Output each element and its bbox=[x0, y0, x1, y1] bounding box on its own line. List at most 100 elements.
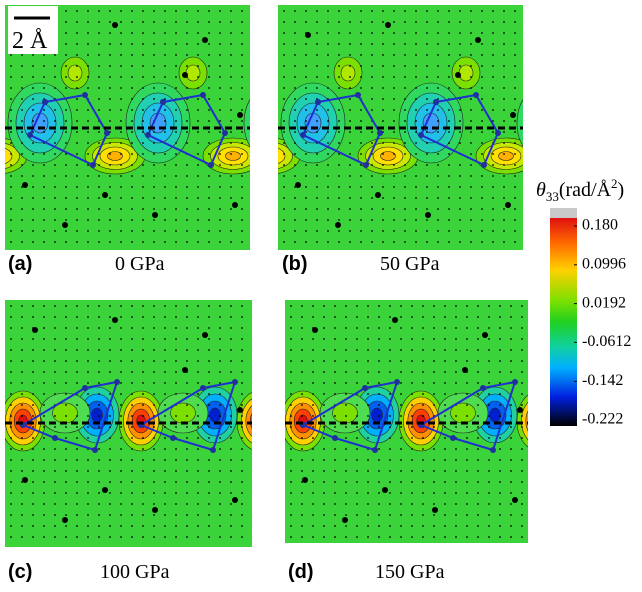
grid-dot bbox=[208, 371, 210, 373]
grid-dot bbox=[10, 164, 12, 166]
grid-dot bbox=[98, 208, 100, 210]
grid-dot bbox=[349, 219, 351, 221]
grid-dot bbox=[175, 360, 177, 362]
panels: (a) 0 GPa (b) 50 GPa(c) 100 GPa (d) 150 GPa bbox=[5, 5, 639, 583]
grid-dot bbox=[444, 349, 446, 351]
grid-dot bbox=[444, 338, 446, 340]
grid-dot bbox=[164, 43, 166, 45]
grid-dot bbox=[219, 404, 221, 406]
grid-dot bbox=[323, 382, 325, 384]
grid-dot bbox=[65, 175, 67, 177]
grid-dot bbox=[219, 76, 221, 78]
grid-dot bbox=[345, 327, 347, 329]
grid-dot bbox=[32, 120, 34, 122]
grid-dot bbox=[120, 164, 122, 166]
grid-dot bbox=[98, 404, 100, 406]
grid-dot bbox=[323, 415, 325, 417]
grid-dot bbox=[488, 470, 490, 472]
grid-dot bbox=[360, 164, 362, 166]
grid-dot bbox=[367, 492, 369, 494]
grid-dot bbox=[356, 327, 358, 329]
grid-dot bbox=[43, 109, 45, 111]
grid-dot bbox=[21, 153, 23, 155]
grid-dot bbox=[305, 186, 307, 188]
grid-dot bbox=[521, 437, 523, 439]
grid-dot bbox=[219, 514, 221, 516]
grid-dot bbox=[87, 492, 89, 494]
grid-dot bbox=[349, 54, 351, 56]
atom bbox=[455, 72, 461, 78]
grid-dot bbox=[345, 448, 347, 450]
grid-dot bbox=[514, 54, 516, 56]
grid-dot bbox=[76, 525, 78, 527]
grid-dot bbox=[54, 120, 56, 122]
grid-dot bbox=[208, 54, 210, 56]
grid-dot bbox=[109, 175, 111, 177]
contour bbox=[609, 147, 639, 165]
grid-dot bbox=[312, 382, 314, 384]
grid-dot bbox=[459, 219, 461, 221]
grid-dot bbox=[455, 514, 457, 516]
grid-dot bbox=[316, 153, 318, 155]
vertex bbox=[200, 385, 206, 391]
grid-dot bbox=[444, 459, 446, 461]
grid-dot bbox=[382, 241, 384, 243]
grid-dot bbox=[521, 459, 523, 461]
grid-dot bbox=[360, 32, 362, 34]
grid-dot bbox=[241, 43, 243, 45]
grid-dot bbox=[323, 503, 325, 505]
grid-dot bbox=[142, 382, 144, 384]
grid-dot bbox=[499, 503, 501, 505]
contour bbox=[91, 407, 103, 423]
grid-dot bbox=[448, 197, 450, 199]
grid-dot bbox=[510, 404, 512, 406]
grid-dot bbox=[283, 21, 285, 23]
grid-dot bbox=[389, 459, 391, 461]
grid-dot bbox=[356, 360, 358, 362]
grid-dot bbox=[120, 32, 122, 34]
grid-dot bbox=[208, 175, 210, 177]
grid-dot bbox=[514, 87, 516, 89]
grid-dot bbox=[294, 230, 296, 232]
grid-dot bbox=[294, 153, 296, 155]
grid-dot bbox=[477, 415, 479, 417]
panel-pressure: 50 GPa bbox=[380, 253, 440, 275]
grid-dot bbox=[411, 327, 413, 329]
grid-dot bbox=[422, 327, 424, 329]
grid-dot bbox=[76, 503, 78, 505]
grid-dot bbox=[43, 197, 45, 199]
grid-dot bbox=[426, 21, 428, 23]
grid-dot bbox=[65, 360, 67, 362]
grid-dot bbox=[142, 43, 144, 45]
grid-dot bbox=[316, 43, 318, 45]
grid-dot bbox=[455, 393, 457, 395]
grid-dot bbox=[360, 153, 362, 155]
grid-dot bbox=[290, 305, 292, 307]
grid-dot bbox=[54, 426, 56, 428]
grid-dot bbox=[153, 54, 155, 56]
contour bbox=[340, 64, 356, 82]
grid-dot bbox=[360, 43, 362, 45]
grid-dot bbox=[426, 65, 428, 67]
grid-dot bbox=[290, 404, 292, 406]
grid-dot bbox=[197, 120, 199, 122]
grid-dot bbox=[448, 208, 450, 210]
grid-dot bbox=[175, 481, 177, 483]
grid-dot bbox=[437, 43, 439, 45]
grid-dot bbox=[142, 98, 144, 100]
scale-bar-label: 2 Å bbox=[12, 28, 48, 54]
vertex bbox=[355, 92, 361, 98]
colorbar-tick-label: 0.180 bbox=[582, 217, 618, 234]
grid-dot bbox=[389, 338, 391, 340]
grid-dot bbox=[175, 76, 177, 78]
grid-dot bbox=[367, 481, 369, 483]
grid-dot bbox=[32, 230, 34, 232]
grid-dot bbox=[21, 437, 23, 439]
grid-dot bbox=[197, 197, 199, 199]
grid-dot bbox=[437, 87, 439, 89]
contour bbox=[245, 405, 252, 437]
grid-dot bbox=[219, 175, 221, 177]
grid-dot bbox=[241, 360, 243, 362]
grid-dot bbox=[466, 404, 468, 406]
